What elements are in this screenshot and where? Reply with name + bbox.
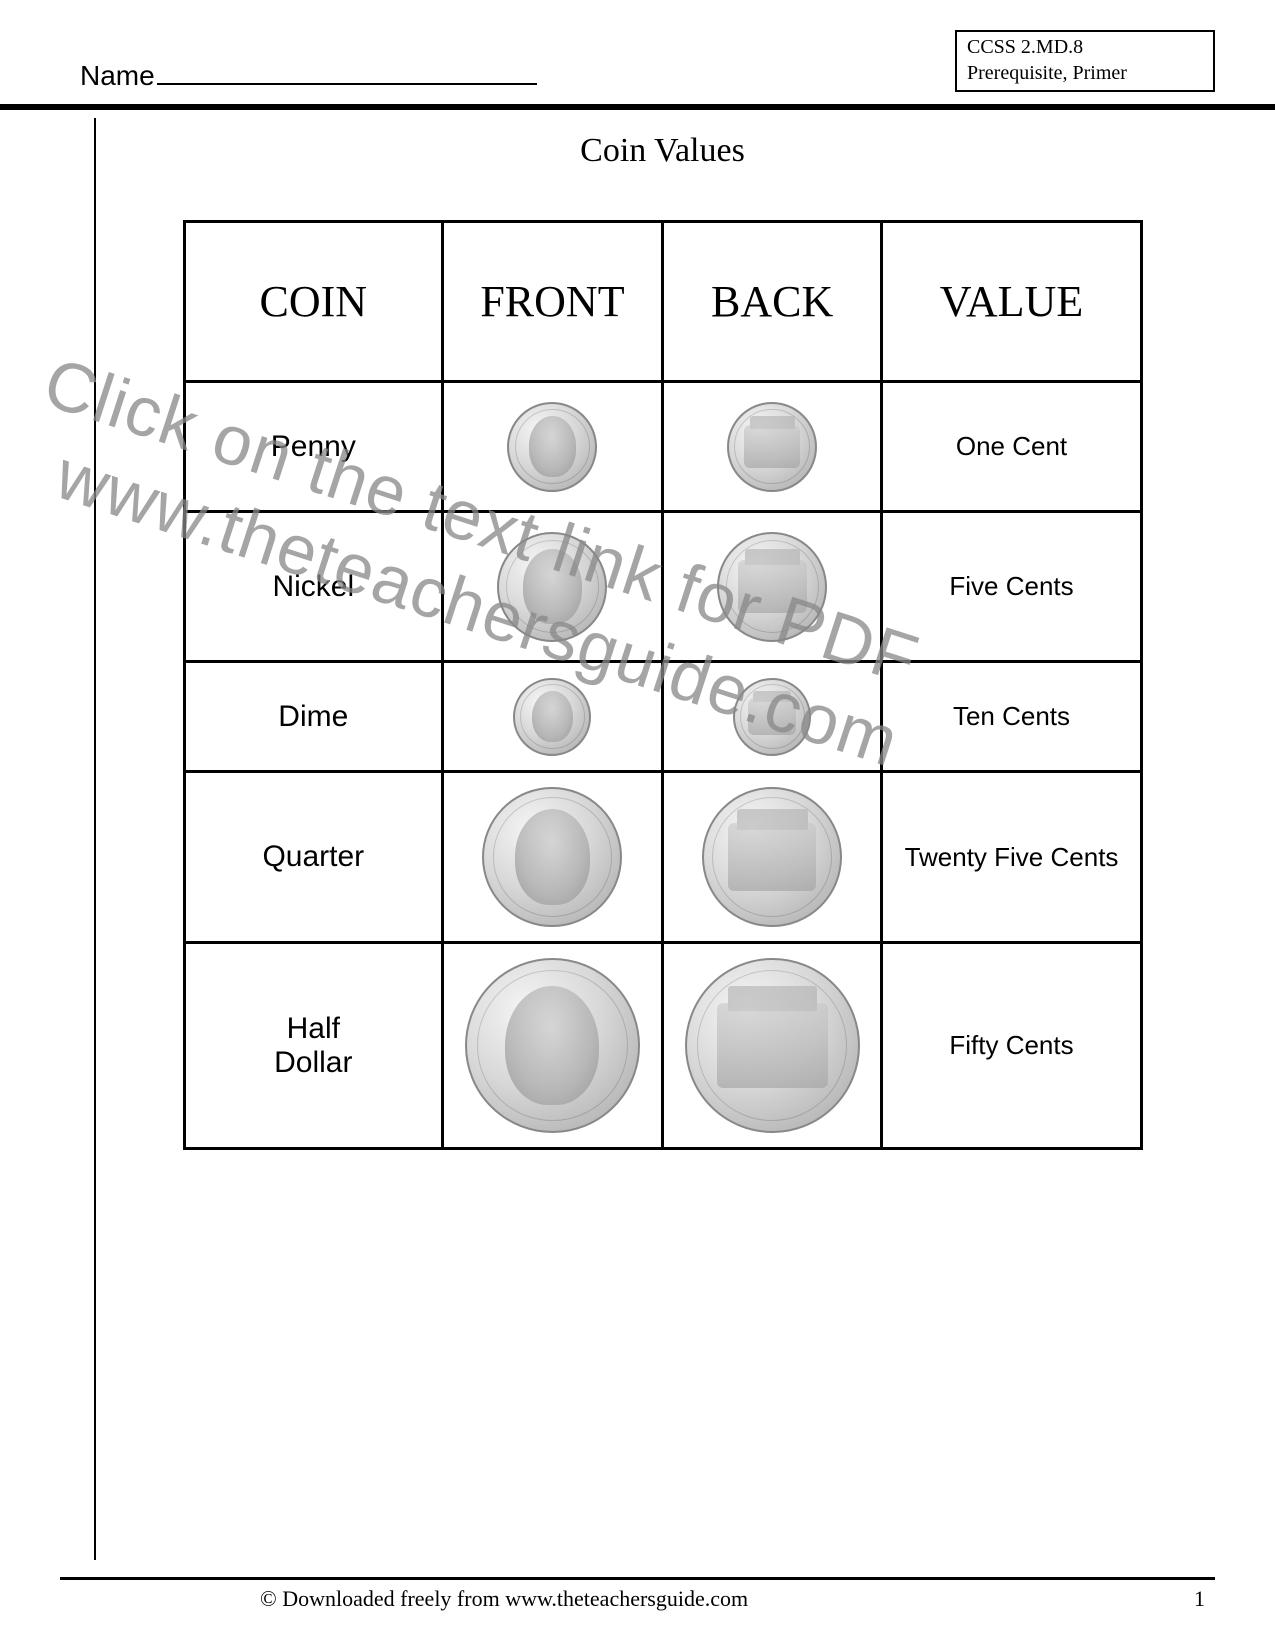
- coin-back-cell: [662, 772, 882, 943]
- col-header-back: BACK: [662, 222, 882, 382]
- table-row: Nickel Five Cents: [184, 512, 1141, 662]
- name-field: Name: [80, 60, 537, 92]
- coin-front-image: [507, 402, 597, 492]
- coin-name-cell: Quarter: [184, 772, 443, 943]
- col-header-value: VALUE: [882, 222, 1141, 382]
- coin-value-cell: Twenty Five Cents: [882, 772, 1141, 943]
- coin-name-cell: Penny: [184, 382, 443, 512]
- coin-values-table: COIN FRONT BACK VALUE PennyOne CentNicke…: [183, 220, 1143, 1150]
- table-row: Dime Ten Cents: [184, 662, 1141, 772]
- table-body: Penny One Cent Nickel Five Cents Dime Ten Cen…: [184, 382, 1141, 1149]
- coin-value-cell: Fifty Cents: [882, 943, 1141, 1149]
- coin-value-cell: Five Cents: [882, 512, 1141, 662]
- coin-back-cell: [662, 662, 882, 772]
- footer-copyright: © Downloaded freely from www.theteachers…: [260, 1586, 748, 1612]
- coin-front-cell: [443, 943, 663, 1149]
- header-rule-area: [60, 104, 1215, 112]
- footer-rule: [60, 1577, 1215, 1580]
- coin-value-cell: One Cent: [882, 382, 1141, 512]
- worksheet-page: Name CCSS 2.MD.8 Prerequisite, Primer Co…: [0, 0, 1275, 1650]
- page-title: Coin Values: [130, 132, 1195, 170]
- coin-back-image: [717, 532, 827, 642]
- coin-front-cell: [443, 512, 663, 662]
- coin-back-image: [685, 958, 860, 1133]
- coin-value-cell: Ten Cents: [882, 662, 1141, 772]
- coin-front-cell: [443, 382, 663, 512]
- standards-line1: CCSS 2.MD.8: [967, 34, 1203, 60]
- header-thick-rule: [0, 104, 1275, 110]
- standards-box: CCSS 2.MD.8 Prerequisite, Primer: [955, 30, 1215, 92]
- col-header-coin: COIN: [184, 222, 443, 382]
- coin-name-cell: Nickel: [184, 512, 443, 662]
- coin-front-cell: [443, 772, 663, 943]
- coin-name-cell: HalfDollar: [184, 943, 443, 1149]
- coin-name-cell: Dime: [184, 662, 443, 772]
- coin-back-cell: [662, 382, 882, 512]
- content-area: Coin Values COIN FRONT BACK VALUE Penny O…: [130, 132, 1195, 1150]
- footer-page-number: 1: [1194, 1586, 1205, 1612]
- coin-front-image: [482, 787, 622, 927]
- footer-text-row: © Downloaded freely from www.theteachers…: [60, 1586, 1215, 1612]
- table-header-row: COIN FRONT BACK VALUE: [184, 222, 1141, 382]
- name-blank-line[interactable]: [157, 83, 537, 85]
- table-row: Penny One Cent: [184, 382, 1141, 512]
- coin-back-cell: [662, 943, 882, 1149]
- name-label: Name: [80, 60, 155, 92]
- coin-back-image: [702, 787, 842, 927]
- coin-front-image: [497, 532, 607, 642]
- vertical-margin-rule: [94, 118, 96, 1560]
- coin-front-cell: [443, 662, 663, 772]
- coin-back-image: [727, 402, 817, 492]
- table-row: HalfDollar Fifty Cents: [184, 943, 1141, 1149]
- standards-line2: Prerequisite, Primer: [967, 60, 1203, 86]
- table-row: Quarter Twenty Five Cents: [184, 772, 1141, 943]
- coin-back-image: [733, 678, 811, 756]
- footer: © Downloaded freely from www.theteachers…: [60, 1577, 1215, 1612]
- col-header-front: FRONT: [443, 222, 663, 382]
- coin-front-image: [465, 958, 640, 1133]
- coin-front-image: [513, 678, 591, 756]
- coin-back-cell: [662, 512, 882, 662]
- header-row: Name CCSS 2.MD.8 Prerequisite, Primer: [60, 30, 1215, 92]
